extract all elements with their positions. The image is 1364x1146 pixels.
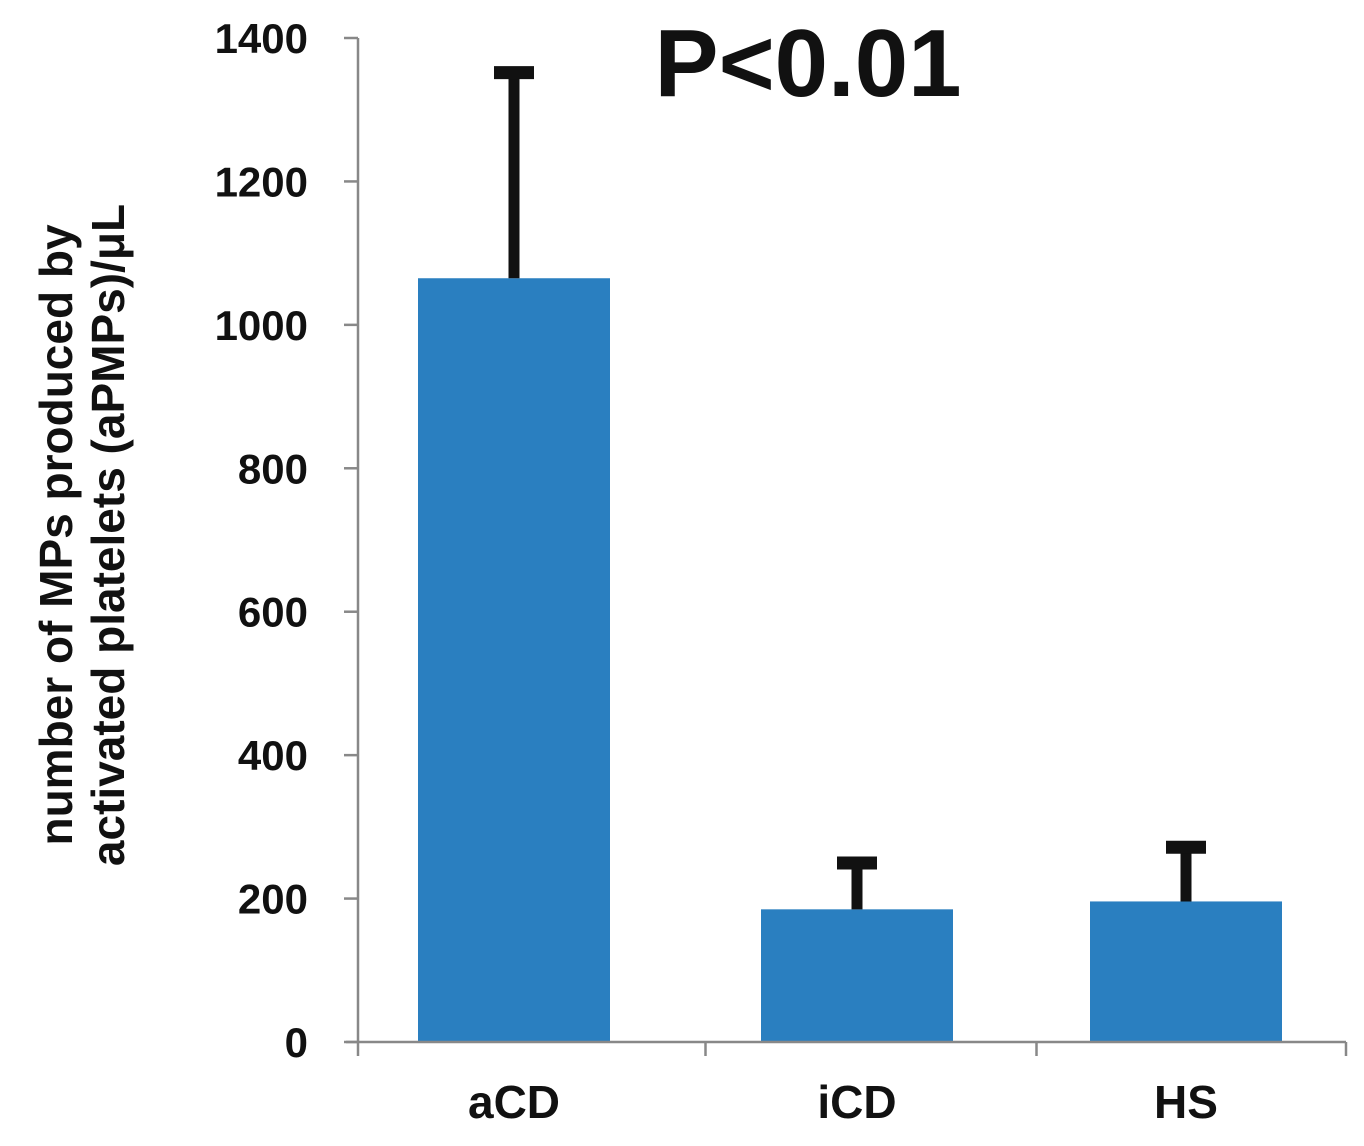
y-tick-labels: 0 200 400 600 800 1000 1200 1400 — [215, 15, 308, 1066]
error-bars-layer — [494, 66, 1206, 910]
x-category-label-HS: HS — [1154, 1076, 1218, 1128]
y-axis-title-line-1: number of MPs produced by — [30, 224, 82, 845]
bar-aCD — [418, 278, 610, 1042]
axes-layer — [344, 36, 1348, 1056]
bars-layer — [418, 278, 1282, 1042]
x-category-labels: aCD iCD HS — [468, 1076, 1218, 1128]
y-tick-label: 800 — [238, 445, 308, 492]
y-tick-label: 1000 — [215, 302, 308, 349]
x-category-label-aCD: aCD — [468, 1076, 560, 1128]
bar-HS — [1090, 901, 1282, 1042]
bar-iCD — [761, 909, 953, 1042]
significance-annotation: P<0.01 — [655, 10, 962, 117]
y-tick-label: 1400 — [215, 15, 308, 62]
y-tick-label: 200 — [238, 876, 308, 923]
y-tick-label: 600 — [238, 589, 308, 636]
y-tick-label: 400 — [238, 732, 308, 779]
y-tick-label: 0 — [285, 1019, 308, 1066]
y-axis-title-line-2: activated platelets (aPMPs)/μL — [82, 204, 134, 866]
y-tick-label: 1200 — [215, 158, 308, 205]
y-axis-title: number of MPs produced by activated plat… — [30, 204, 134, 866]
x-category-label-iCD: iCD — [817, 1076, 896, 1128]
